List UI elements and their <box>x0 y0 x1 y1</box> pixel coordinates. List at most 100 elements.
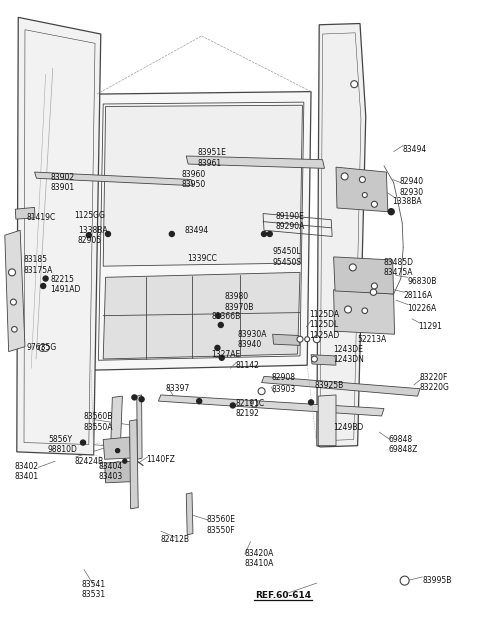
Text: 83930A
83940: 83930A 83940 <box>238 329 267 349</box>
Text: 83903: 83903 <box>271 386 296 394</box>
Polygon shape <box>5 230 25 352</box>
Circle shape <box>372 283 377 289</box>
Text: 95450L
95450S: 95450L 95450S <box>273 247 302 267</box>
Text: 1338BA: 1338BA <box>393 197 422 206</box>
Text: 82191C
82192: 82191C 82192 <box>235 399 264 418</box>
Circle shape <box>305 337 310 342</box>
Text: 96830B: 96830B <box>407 277 436 286</box>
Circle shape <box>116 449 120 452</box>
Polygon shape <box>103 437 131 459</box>
Circle shape <box>215 345 220 350</box>
Text: 83494: 83494 <box>185 227 209 235</box>
Text: 89190E
89290A: 89190E 89290A <box>276 212 305 232</box>
Text: 83185
83175A: 83185 83175A <box>23 255 52 275</box>
Text: 1339CC: 1339CC <box>187 254 217 263</box>
Circle shape <box>169 232 174 236</box>
Circle shape <box>216 313 221 318</box>
Polygon shape <box>110 396 122 457</box>
Text: REF.60-614: REF.60-614 <box>255 591 311 600</box>
Polygon shape <box>103 105 302 266</box>
Circle shape <box>132 395 137 400</box>
Polygon shape <box>186 156 324 168</box>
Circle shape <box>86 233 91 238</box>
Circle shape <box>313 335 320 343</box>
Polygon shape <box>130 420 138 509</box>
Text: 82424B: 82424B <box>74 457 104 465</box>
Text: 1125GG: 1125GG <box>74 211 105 220</box>
Text: 28116A: 28116A <box>403 292 432 300</box>
Circle shape <box>267 232 272 236</box>
Text: 1243DE
1243DN: 1243DE 1243DN <box>334 345 364 365</box>
Text: 83560B
83550A: 83560B 83550A <box>84 412 113 432</box>
Text: 83404
83403: 83404 83403 <box>98 462 123 482</box>
Circle shape <box>297 336 303 342</box>
Circle shape <box>218 322 223 327</box>
Text: 82908: 82908 <box>271 373 295 382</box>
Text: 83402
83401: 83402 83401 <box>14 462 38 482</box>
Text: 1140FZ: 1140FZ <box>146 455 175 464</box>
Circle shape <box>262 232 266 236</box>
Polygon shape <box>311 355 336 365</box>
Text: 83541
83531: 83541 83531 <box>82 579 106 599</box>
Circle shape <box>400 576 409 585</box>
Circle shape <box>345 306 351 313</box>
Circle shape <box>9 269 15 276</box>
Circle shape <box>230 403 235 408</box>
Circle shape <box>309 400 313 405</box>
Text: 83494: 83494 <box>402 145 427 154</box>
Text: 1491AD: 1491AD <box>50 285 81 294</box>
Circle shape <box>11 299 16 305</box>
Circle shape <box>39 344 46 352</box>
Text: 1327AE: 1327AE <box>211 350 240 359</box>
Polygon shape <box>262 376 420 396</box>
Polygon shape <box>105 461 133 483</box>
Circle shape <box>360 176 365 183</box>
Circle shape <box>219 355 224 360</box>
Circle shape <box>362 193 367 197</box>
Circle shape <box>341 173 348 180</box>
Text: 81419C: 81419C <box>26 214 56 222</box>
Polygon shape <box>91 92 311 370</box>
Text: 81142: 81142 <box>235 361 259 370</box>
Text: 83560E
83550F: 83560E 83550F <box>206 515 235 535</box>
Text: 83951E
83961: 83951E 83961 <box>198 148 227 168</box>
Polygon shape <box>35 172 193 186</box>
Circle shape <box>312 356 317 362</box>
Text: 52213A: 52213A <box>358 335 387 344</box>
Text: 1249BD: 1249BD <box>334 423 364 431</box>
Circle shape <box>81 440 85 445</box>
Circle shape <box>41 284 46 288</box>
Text: 83420A
83410A: 83420A 83410A <box>245 548 274 568</box>
Circle shape <box>139 397 144 402</box>
Polygon shape <box>137 395 142 459</box>
Text: 1125DA
1125DL
1125AD: 1125DA 1125DL 1125AD <box>310 310 340 340</box>
Circle shape <box>251 400 258 407</box>
Polygon shape <box>334 290 395 334</box>
Text: 10226A: 10226A <box>407 304 436 313</box>
Text: 81366B: 81366B <box>211 313 240 321</box>
Text: 83397: 83397 <box>166 384 190 393</box>
Polygon shape <box>273 334 300 345</box>
Text: 83980
83970B: 83980 83970B <box>225 292 254 312</box>
Text: 83925B: 83925B <box>314 381 344 389</box>
Text: 83995B: 83995B <box>422 576 452 585</box>
Text: 82940
82930: 82940 82930 <box>399 177 423 197</box>
Text: 83902
83901: 83902 83901 <box>50 173 74 193</box>
Polygon shape <box>336 167 388 212</box>
Polygon shape <box>317 24 366 447</box>
Polygon shape <box>334 257 394 294</box>
Polygon shape <box>158 395 384 416</box>
Text: 11291: 11291 <box>419 322 443 331</box>
Text: 83485D
83475A: 83485D 83475A <box>384 258 414 277</box>
Circle shape <box>258 387 265 395</box>
Text: 83960
83950: 83960 83950 <box>181 170 206 189</box>
Polygon shape <box>17 17 101 455</box>
Text: 69848
69848Z: 69848 69848Z <box>389 435 418 454</box>
Circle shape <box>372 201 377 207</box>
Circle shape <box>349 264 356 271</box>
Polygon shape <box>186 493 193 535</box>
Circle shape <box>106 232 110 236</box>
Circle shape <box>197 399 202 404</box>
Text: 82215: 82215 <box>50 275 74 284</box>
Polygon shape <box>15 207 35 219</box>
